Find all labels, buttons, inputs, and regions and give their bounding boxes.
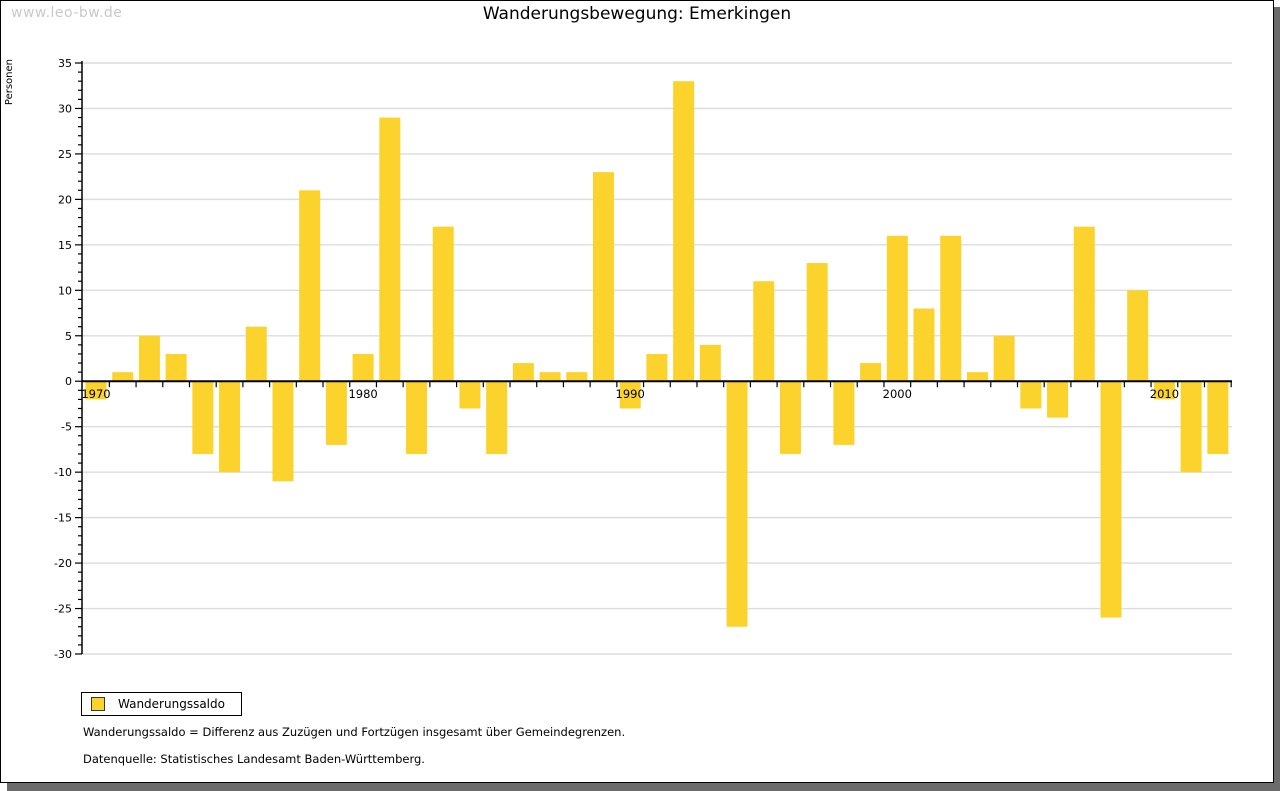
bar-2007 <box>1073 226 1095 382</box>
x-tick-label: 1990 <box>616 387 645 401</box>
legend-swatch-icon <box>91 697 105 711</box>
footnote-source: Datenquelle: Statistisches Landesamt Bad… <box>83 752 425 766</box>
watermark: www.leo-bw.de <box>11 5 123 21</box>
footnote-definition: Wanderungssaldo = Differenz aus Zuzügen … <box>83 725 626 739</box>
bar-1977 <box>272 381 294 482</box>
bar-1992 <box>673 81 695 382</box>
bar-1998 <box>833 381 855 445</box>
bar-1983 <box>432 226 454 382</box>
bar-1997 <box>806 263 828 382</box>
y-tick-label: 25 <box>58 148 72 161</box>
page-title: Wanderungsbewegung: Emerkingen <box>482 4 792 24</box>
y-tick-label: 20 <box>58 193 72 206</box>
bar-1974 <box>192 381 214 454</box>
bar-1995 <box>753 281 775 382</box>
bar-1973 <box>165 353 187 382</box>
bar-1991 <box>646 353 668 382</box>
bar-1996 <box>779 381 801 454</box>
y-tick-label: -10 <box>54 466 72 479</box>
bar-1985 <box>486 381 508 454</box>
bar-2003 <box>966 372 988 382</box>
bar-2009 <box>1127 290 1149 382</box>
bar-1988 <box>566 372 588 382</box>
bar-1987 <box>539 372 561 382</box>
y-tick-label: 10 <box>58 284 72 297</box>
bar-1986 <box>512 363 534 382</box>
migration-bar-chart: -30 -25 -20 -15 -10 -5 0 5 10 15 20 25 30 35 1970 1980 1… <box>54 57 1232 661</box>
bar-1980 <box>352 353 374 382</box>
x-tick-label: 1980 <box>348 387 377 401</box>
bar-1999 <box>860 363 882 382</box>
x-tick-label: 1970 <box>81 387 110 401</box>
bar-2002 <box>940 235 962 382</box>
bar-2008 <box>1100 381 1122 618</box>
window-shadow-bottom <box>7 783 1274 791</box>
bar-1993 <box>699 344 721 382</box>
bar-1972 <box>138 335 160 382</box>
y-tick-label: 35 <box>58 57 72 70</box>
bar-1976 <box>245 326 267 382</box>
bar-1990 <box>619 381 641 409</box>
y-tick-label: -15 <box>54 512 72 525</box>
bar-1984 <box>459 381 481 409</box>
bar-1989 <box>592 172 614 382</box>
y-tick-label: -20 <box>54 557 72 570</box>
y-tick-label: 30 <box>58 102 72 115</box>
y-tick-label: 0 <box>65 375 72 388</box>
y-tick-label: -30 <box>54 648 72 661</box>
bar-1982 <box>406 381 428 454</box>
y-tick-label: -25 <box>54 603 72 616</box>
bar-1981 <box>379 117 401 382</box>
legend-box: Wanderungssaldo <box>81 692 242 716</box>
bar-2006 <box>1047 381 1069 418</box>
bar-2001 <box>913 308 935 382</box>
bar-1970 <box>85 381 107 400</box>
y-tick-label: -5 <box>61 421 72 434</box>
window-shadow-right <box>1274 7 1280 791</box>
bar-1978 <box>299 190 321 382</box>
bar-2000 <box>886 235 908 382</box>
bar-1975 <box>219 381 241 473</box>
bar-2004 <box>993 335 1015 382</box>
y-tick-label: 5 <box>65 330 72 343</box>
y-tick-label: 15 <box>58 239 72 252</box>
bar-2011 <box>1180 381 1202 473</box>
bar-1971 <box>112 372 134 382</box>
x-tick-label: 2010 <box>1150 387 1179 401</box>
legend-label: Wanderungssaldo <box>118 697 225 711</box>
bar-2012 <box>1207 381 1229 454</box>
bar-1979 <box>325 381 347 445</box>
bar-2010 <box>1153 381 1175 400</box>
bar-2005 <box>1020 381 1042 409</box>
bar-1994 <box>726 381 748 627</box>
x-tick-label: 2000 <box>883 387 912 401</box>
